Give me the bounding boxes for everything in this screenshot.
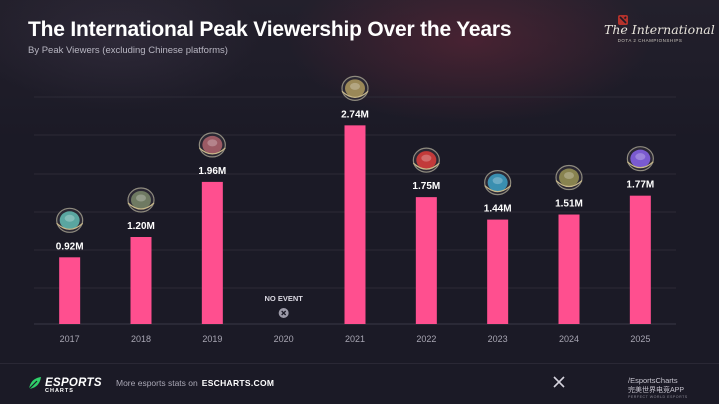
x-social-icon[interactable] <box>553 376 565 388</box>
value-label-2023: 1.44M <box>484 204 512 215</box>
x-tick-label-2024: 2024 <box>559 334 579 344</box>
bar-2022 <box>415 197 437 324</box>
brand-sub: CHARTS <box>45 388 74 394</box>
aegis-icon-2018 <box>127 187 155 213</box>
chart-title: The International Peak Viewership Over t… <box>28 18 512 41</box>
bar-2021 <box>344 125 366 324</box>
bars <box>59 125 651 324</box>
x-tick-label-2018: 2018 <box>131 334 151 344</box>
chart-subtitle: By Peak Viewers (excluding Chinese platf… <box>28 45 228 56</box>
logo-script-text: The International <box>604 22 715 37</box>
bar-chart: 0.92M 1.20M 1.96M NO EVENT 2.74M 1.75M 1.44M 1.… <box>34 75 676 344</box>
more-text: More esports stats on <box>116 378 198 388</box>
value-label-2018: 1.20M <box>127 221 155 232</box>
the-international-logo: The International DOTA 2 CHAMPIONSHIPS <box>604 22 715 56</box>
value-label-2017: 0.92M <box>56 241 84 252</box>
x-tick-label-2022: 2022 <box>416 334 436 344</box>
bar-2018 <box>130 237 152 324</box>
bar-2025 <box>629 195 651 324</box>
x-tick-label-2019: 2019 <box>202 334 222 344</box>
value-label-2021: 2.74M <box>341 109 369 120</box>
aegis-icon-2017 <box>56 207 84 233</box>
value-labels: 0.92M 1.20M 1.96M NO EVENT 2.74M 1.75M 1.44M 1.… <box>56 109 654 303</box>
x-tick-label-2020: 2020 <box>274 334 294 344</box>
aegis-icon-2022 <box>412 147 440 173</box>
no-event-label: NO EVENT <box>264 294 303 303</box>
no-event-x-icon <box>278 308 289 318</box>
social-handles: /EsportsCharts 完美世界电竞APP PERFECT WORLD E… <box>628 376 714 399</box>
x-tick-label-2025: 2025 <box>630 334 650 344</box>
footer-more-stats: More esports stats on ESCHARTS.COM <box>116 378 274 388</box>
x-axis: 2017 2018 2019 2020 2021 2022 2023 2024 2025 <box>60 334 651 344</box>
bar-2023 <box>487 219 509 324</box>
bar-2017 <box>59 257 81 324</box>
bar-2024 <box>558 214 580 324</box>
value-label-2025: 1.77M <box>626 180 654 191</box>
x-tick-label-2017: 2017 <box>60 334 80 344</box>
aegis-icon-2019 <box>198 132 226 158</box>
aegis-icon-2024 <box>555 164 583 191</box>
escharts-link[interactable]: ESCHARTS.COM <box>201 378 275 388</box>
social-handle[interactable]: /EsportsCharts <box>628 376 678 385</box>
logo-small-text: DOTA 2 CHAMPIONSHIPS <box>617 38 683 43</box>
app-subtext: PERFECT WORLD ESPORTS <box>628 395 688 399</box>
aegis-icon-2021 <box>341 75 369 101</box>
aegis-icon-2025 <box>626 146 654 172</box>
x-tick-label-2023: 2023 <box>488 334 508 344</box>
bar-2019 <box>201 181 223 324</box>
aegis-icons <box>56 75 654 318</box>
value-label-2024: 1.51M <box>555 199 583 210</box>
aegis-icon-2023 <box>484 170 512 196</box>
value-label-2019: 1.96M <box>198 166 226 177</box>
brand-name: ESPORTS <box>45 377 102 389</box>
app-text: 完美世界电竞APP <box>628 387 685 394</box>
x-tick-label-2021: 2021 <box>345 334 365 344</box>
value-label-2022: 1.75M <box>412 181 440 192</box>
dota-emblem-icon <box>618 15 628 25</box>
footer-divider <box>0 363 719 364</box>
esports-charts-leaf-icon <box>28 377 41 390</box>
esports-charts-logo[interactable]: ESPORTS <box>28 374 102 392</box>
